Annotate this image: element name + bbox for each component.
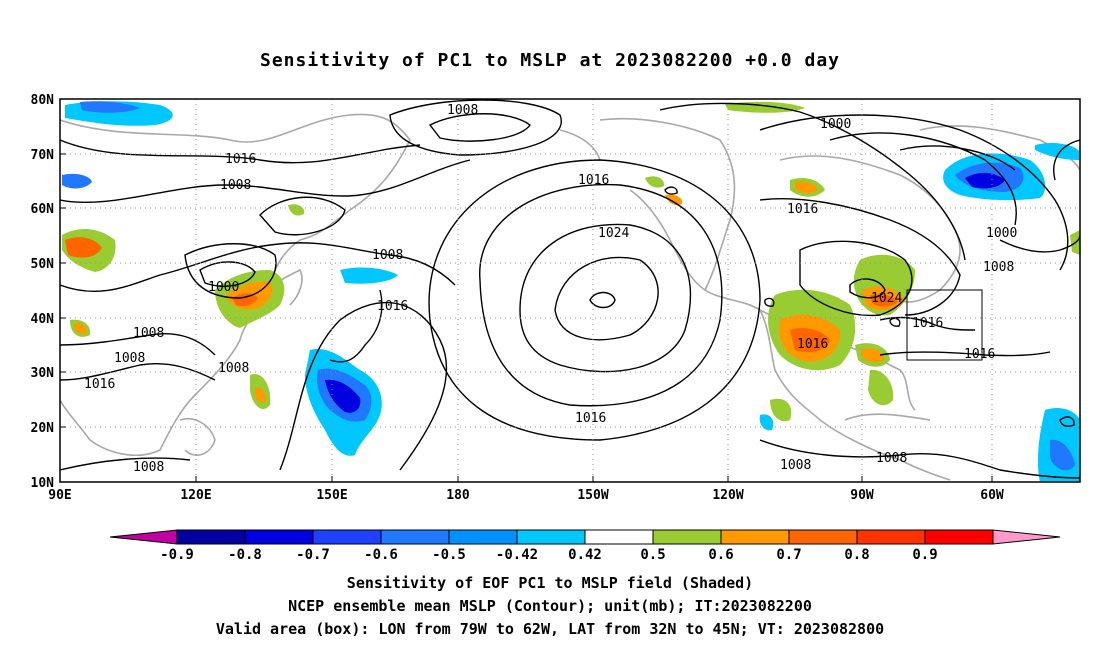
- contour-label: 1000: [820, 117, 851, 132]
- graticule: [60, 99, 1080, 482]
- valid-area-box: [906, 289, 983, 361]
- lon-label: 150W: [577, 488, 608, 503]
- colorbar-swatch: [720, 529, 790, 545]
- colorbar-swatch: [924, 529, 994, 545]
- lon-label: 180: [446, 488, 470, 503]
- lat-label: 60N: [31, 202, 55, 217]
- colorbar-swatch: [788, 529, 858, 545]
- contour-label: 1016: [797, 337, 828, 352]
- contour-label: 1000: [208, 280, 239, 295]
- colorbar-swatch: [176, 529, 246, 545]
- lon-label: 60W: [980, 488, 1004, 503]
- colorbar-tick-label: -0.5: [432, 547, 466, 563]
- contour-label: 1008: [114, 351, 145, 366]
- colorbar-tick-label: 0.42: [568, 547, 602, 563]
- colorbar-tick-label: 0.9: [912, 547, 937, 563]
- colorbar-tick-label: -0.42: [496, 547, 538, 563]
- lat-label: 70N: [31, 148, 55, 163]
- contour-label: 1016: [377, 299, 408, 314]
- lon-label: 120W: [712, 488, 743, 503]
- colorbar-swatch: [244, 529, 314, 545]
- contour-label: 1008: [133, 460, 164, 475]
- lon-label: 90W: [850, 488, 874, 503]
- lat-label: 10N: [31, 476, 55, 491]
- contour-label: 1016: [84, 377, 115, 392]
- colorbar-swatch: [584, 529, 654, 545]
- longitude-labels: 90E 120E 150E 180 150W 120W 90W 60W: [48, 488, 1004, 503]
- colorbar-tick-label: 0.6: [708, 547, 733, 563]
- contour-label: 1008: [218, 361, 249, 376]
- colorbar-swatch: [380, 529, 450, 545]
- colorbar-swatch: [516, 529, 586, 545]
- contour-label: 1016: [787, 202, 818, 217]
- contour-label: 1008: [447, 103, 478, 118]
- lat-label: 40N: [31, 312, 55, 327]
- contour-label: 1016: [912, 316, 943, 331]
- lat-label: 50N: [31, 257, 55, 272]
- contour-label: 1024: [598, 226, 629, 241]
- colorbar-tick-label: 0.5: [640, 547, 665, 563]
- contour-label: 1016: [964, 347, 995, 362]
- contour-label: 1008: [372, 248, 403, 263]
- lat-label: 20N: [31, 421, 55, 436]
- colorbar-swatch: [448, 529, 518, 545]
- colorbar-right-arrow: [992, 529, 1061, 545]
- colorbar-left-arrow: [109, 529, 178, 545]
- chart-title: Sensitivity of PC1 to MSLP at 2023082200…: [259, 50, 840, 71]
- colorbar-tick-label: 0.7: [776, 547, 801, 563]
- colorbar: -0.9 -0.8 -0.7 -0.6 -0.5 -0.42 0.42 0.5 0.6 0.7 0.…: [109, 529, 1061, 563]
- caption-line-1: Sensitivity of EOF PC1 to MSLP field (Sh…: [346, 574, 754, 592]
- colorbar-tick-label: -0.9: [160, 547, 194, 563]
- contour-label: 1008: [220, 178, 251, 193]
- contour-label: 1008: [876, 451, 907, 466]
- colorbar-swatch: [652, 529, 722, 545]
- mslp-contours: [60, 99, 1080, 479]
- colorbar-tick-label: -0.8: [228, 547, 262, 563]
- colorbar-tick-label: -0.6: [364, 547, 398, 563]
- caption-line-3: Valid area (box): LON from 79W to 62W, L…: [215, 620, 885, 638]
- caption-line-2: NCEP ensemble mean MSLP (Contour); unit(…: [288, 597, 812, 615]
- contour-label: 1008: [780, 458, 811, 473]
- contour-label-group: 1008 1016 1008 1000 1008 1008 1016 1008 …: [84, 103, 1017, 475]
- colorbar-tick-label: -0.7: [296, 547, 330, 563]
- contour-label: 1000: [986, 226, 1017, 241]
- lat-label: 30N: [31, 366, 55, 381]
- lon-label: 120E: [180, 488, 211, 503]
- contour-label: 1024: [871, 291, 902, 306]
- lon-label: 150E: [316, 488, 347, 503]
- colorbar-tick-label: 0.8: [844, 547, 869, 563]
- colorbar-swatch: [312, 529, 382, 545]
- contour-label: 1008: [983, 260, 1014, 275]
- contour-label: 1008: [133, 326, 164, 341]
- lon-label: 90E: [48, 488, 71, 503]
- contour-label: 1016: [575, 411, 606, 426]
- latitude-labels: 80N 70N 60N 50N 40N 30N 20N 10N: [31, 93, 55, 491]
- contour-label: 1016: [578, 173, 609, 188]
- map-frame: [59, 98, 1081, 483]
- lat-label: 80N: [31, 93, 55, 108]
- colorbar-swatch: [856, 529, 926, 545]
- axis-ticks: [59, 98, 993, 483]
- contour-label: 1016: [225, 152, 256, 167]
